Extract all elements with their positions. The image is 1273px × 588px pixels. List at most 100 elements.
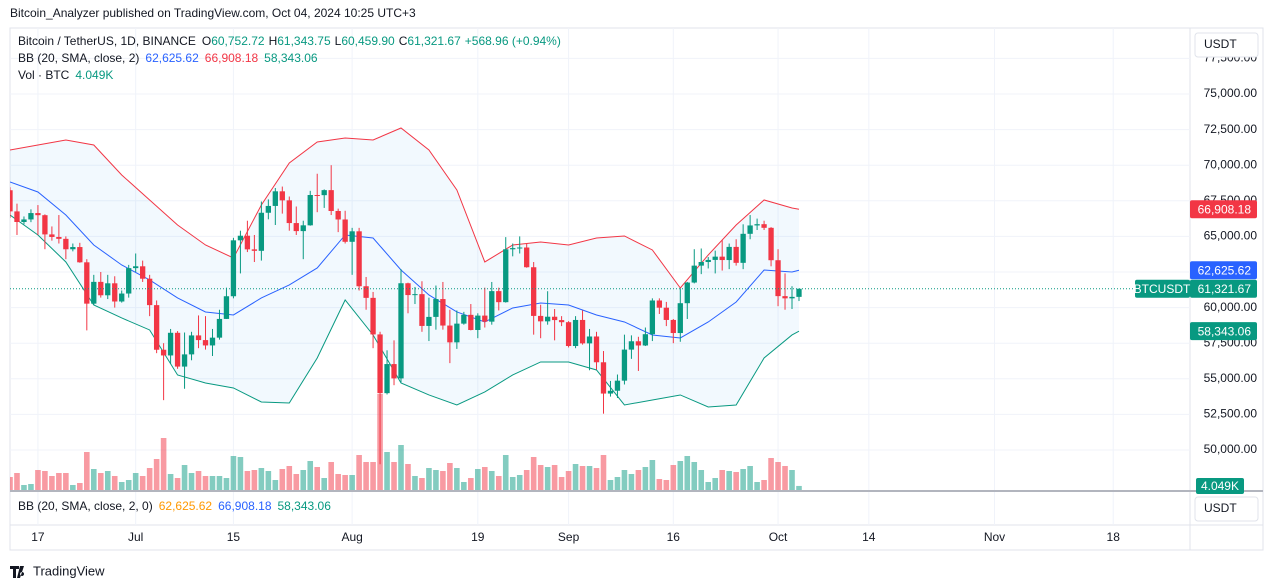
y-tick-label: 55,000.00 (1204, 371, 1258, 385)
legend-key: H (269, 34, 278, 48)
candle-body (426, 316, 432, 326)
band-line (10, 127, 800, 289)
candle-body (377, 334, 383, 394)
candle-body (607, 390, 614, 394)
candle-body (600, 362, 607, 394)
candle-body (42, 215, 48, 235)
candle-body (440, 299, 446, 326)
volume-bar (768, 458, 774, 490)
volume-bar (621, 470, 628, 490)
volume-bar (111, 476, 118, 490)
candle-body (105, 283, 111, 296)
legend-value: 62,625.62 (159, 499, 213, 513)
candle-body (10, 190, 13, 212)
candle-body (265, 205, 271, 213)
volume-bar (495, 476, 502, 490)
volume-bar (754, 482, 760, 490)
volume-bar (335, 474, 341, 490)
volume-bar (90, 469, 97, 490)
x-tick-label: 17 (31, 530, 45, 544)
price-tag (1190, 261, 1257, 280)
legend-value: 66,908.18 (205, 51, 259, 65)
candle-body (56, 236, 62, 239)
legend-key: O (202, 34, 211, 48)
volume-bar (370, 462, 376, 490)
volume-bar (132, 473, 139, 490)
price-tag (1190, 279, 1257, 298)
volume-bar (789, 470, 795, 490)
candle-body (216, 318, 223, 338)
symbol-tag-label: BTCUSDT (1134, 282, 1191, 296)
candle-body (119, 293, 125, 302)
x-tick-label: 19 (471, 530, 485, 544)
button-label[interactable]: USDT (1204, 37, 1237, 51)
lower-pane-legend: BB (20, SMA, close, 2, 0) 62,625.62 66,908… (18, 499, 331, 513)
volume-bar (586, 466, 593, 490)
legend-value: 61,321.67 (407, 34, 461, 48)
usdt-button[interactable]: USDT (1194, 496, 1259, 522)
volume-bar (516, 475, 523, 490)
button-box[interactable] (1194, 32, 1259, 58)
volume-bar (614, 477, 621, 490)
volume-bar (663, 480, 670, 490)
x-tick-label: 18 (1107, 530, 1121, 544)
candle-body (747, 225, 753, 234)
volume-bar (202, 476, 209, 490)
legend-value: 60,459.90 (341, 34, 395, 48)
volume-bar (258, 468, 265, 490)
candle-body (635, 341, 642, 346)
volume-bar (160, 438, 167, 490)
volume-bar (21, 485, 27, 490)
candle-body (524, 247, 530, 268)
button-box[interactable] (1194, 496, 1259, 522)
candle-body (454, 323, 460, 343)
candle-body (433, 299, 439, 317)
volume-bar (77, 483, 83, 490)
candle-body (531, 267, 537, 316)
candle-body (621, 349, 628, 381)
candle-body (286, 200, 292, 224)
button-label[interactable]: USDT (1204, 501, 1237, 515)
volume-bar (551, 465, 558, 490)
candle-body (314, 195, 320, 197)
candle-body (272, 191, 278, 206)
candle-body (279, 191, 285, 201)
candle-body (663, 307, 669, 320)
volume-bar (405, 464, 411, 490)
usdt-button[interactable]: USDT (1194, 32, 1259, 58)
volume-bar (705, 482, 712, 490)
volume-bar (42, 471, 48, 490)
candle-body (356, 231, 362, 287)
price-tag (1190, 200, 1257, 219)
candle-body (202, 340, 209, 346)
candle-body (133, 266, 139, 269)
volume-bar (740, 469, 746, 490)
candle-body (188, 335, 195, 355)
volume-bar (454, 468, 460, 490)
candle-body (328, 190, 334, 211)
legend-value: 4.049K (75, 68, 113, 82)
volume-bar (188, 473, 195, 490)
y-tick-label: 52,500.00 (1204, 407, 1258, 421)
candle-body (174, 332, 181, 367)
volume-bar (775, 462, 781, 490)
candle-body (726, 246, 732, 261)
symbol-tag (1135, 279, 1190, 298)
volume-bar (558, 477, 565, 490)
x-tick-label: Oct (769, 530, 788, 544)
legend-line: BB (20, SMA, close, 2) 62,625.62 66,908.18… (18, 51, 318, 65)
candle-body (209, 337, 216, 346)
candle-body (112, 283, 118, 302)
price-tag-label: 61,321.67 (1198, 282, 1252, 296)
candle-body (370, 297, 376, 335)
candle-body (70, 247, 76, 250)
candle-body (551, 316, 558, 321)
volume-bar (216, 476, 223, 490)
legend-value: 58,343.06 (264, 51, 318, 65)
candle-body (258, 212, 265, 251)
legend-line: Vol · BTC 4.049K (18, 68, 113, 82)
candle-body (544, 316, 551, 322)
footer-logo: TradingView (10, 563, 105, 578)
candle-body (761, 224, 767, 228)
candle-body (475, 315, 481, 330)
